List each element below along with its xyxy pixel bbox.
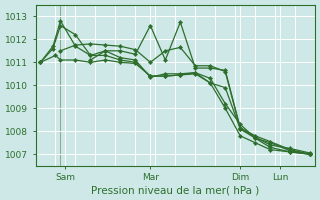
X-axis label: Pression niveau de la mer( hPa ): Pression niveau de la mer( hPa ) [91,185,260,195]
